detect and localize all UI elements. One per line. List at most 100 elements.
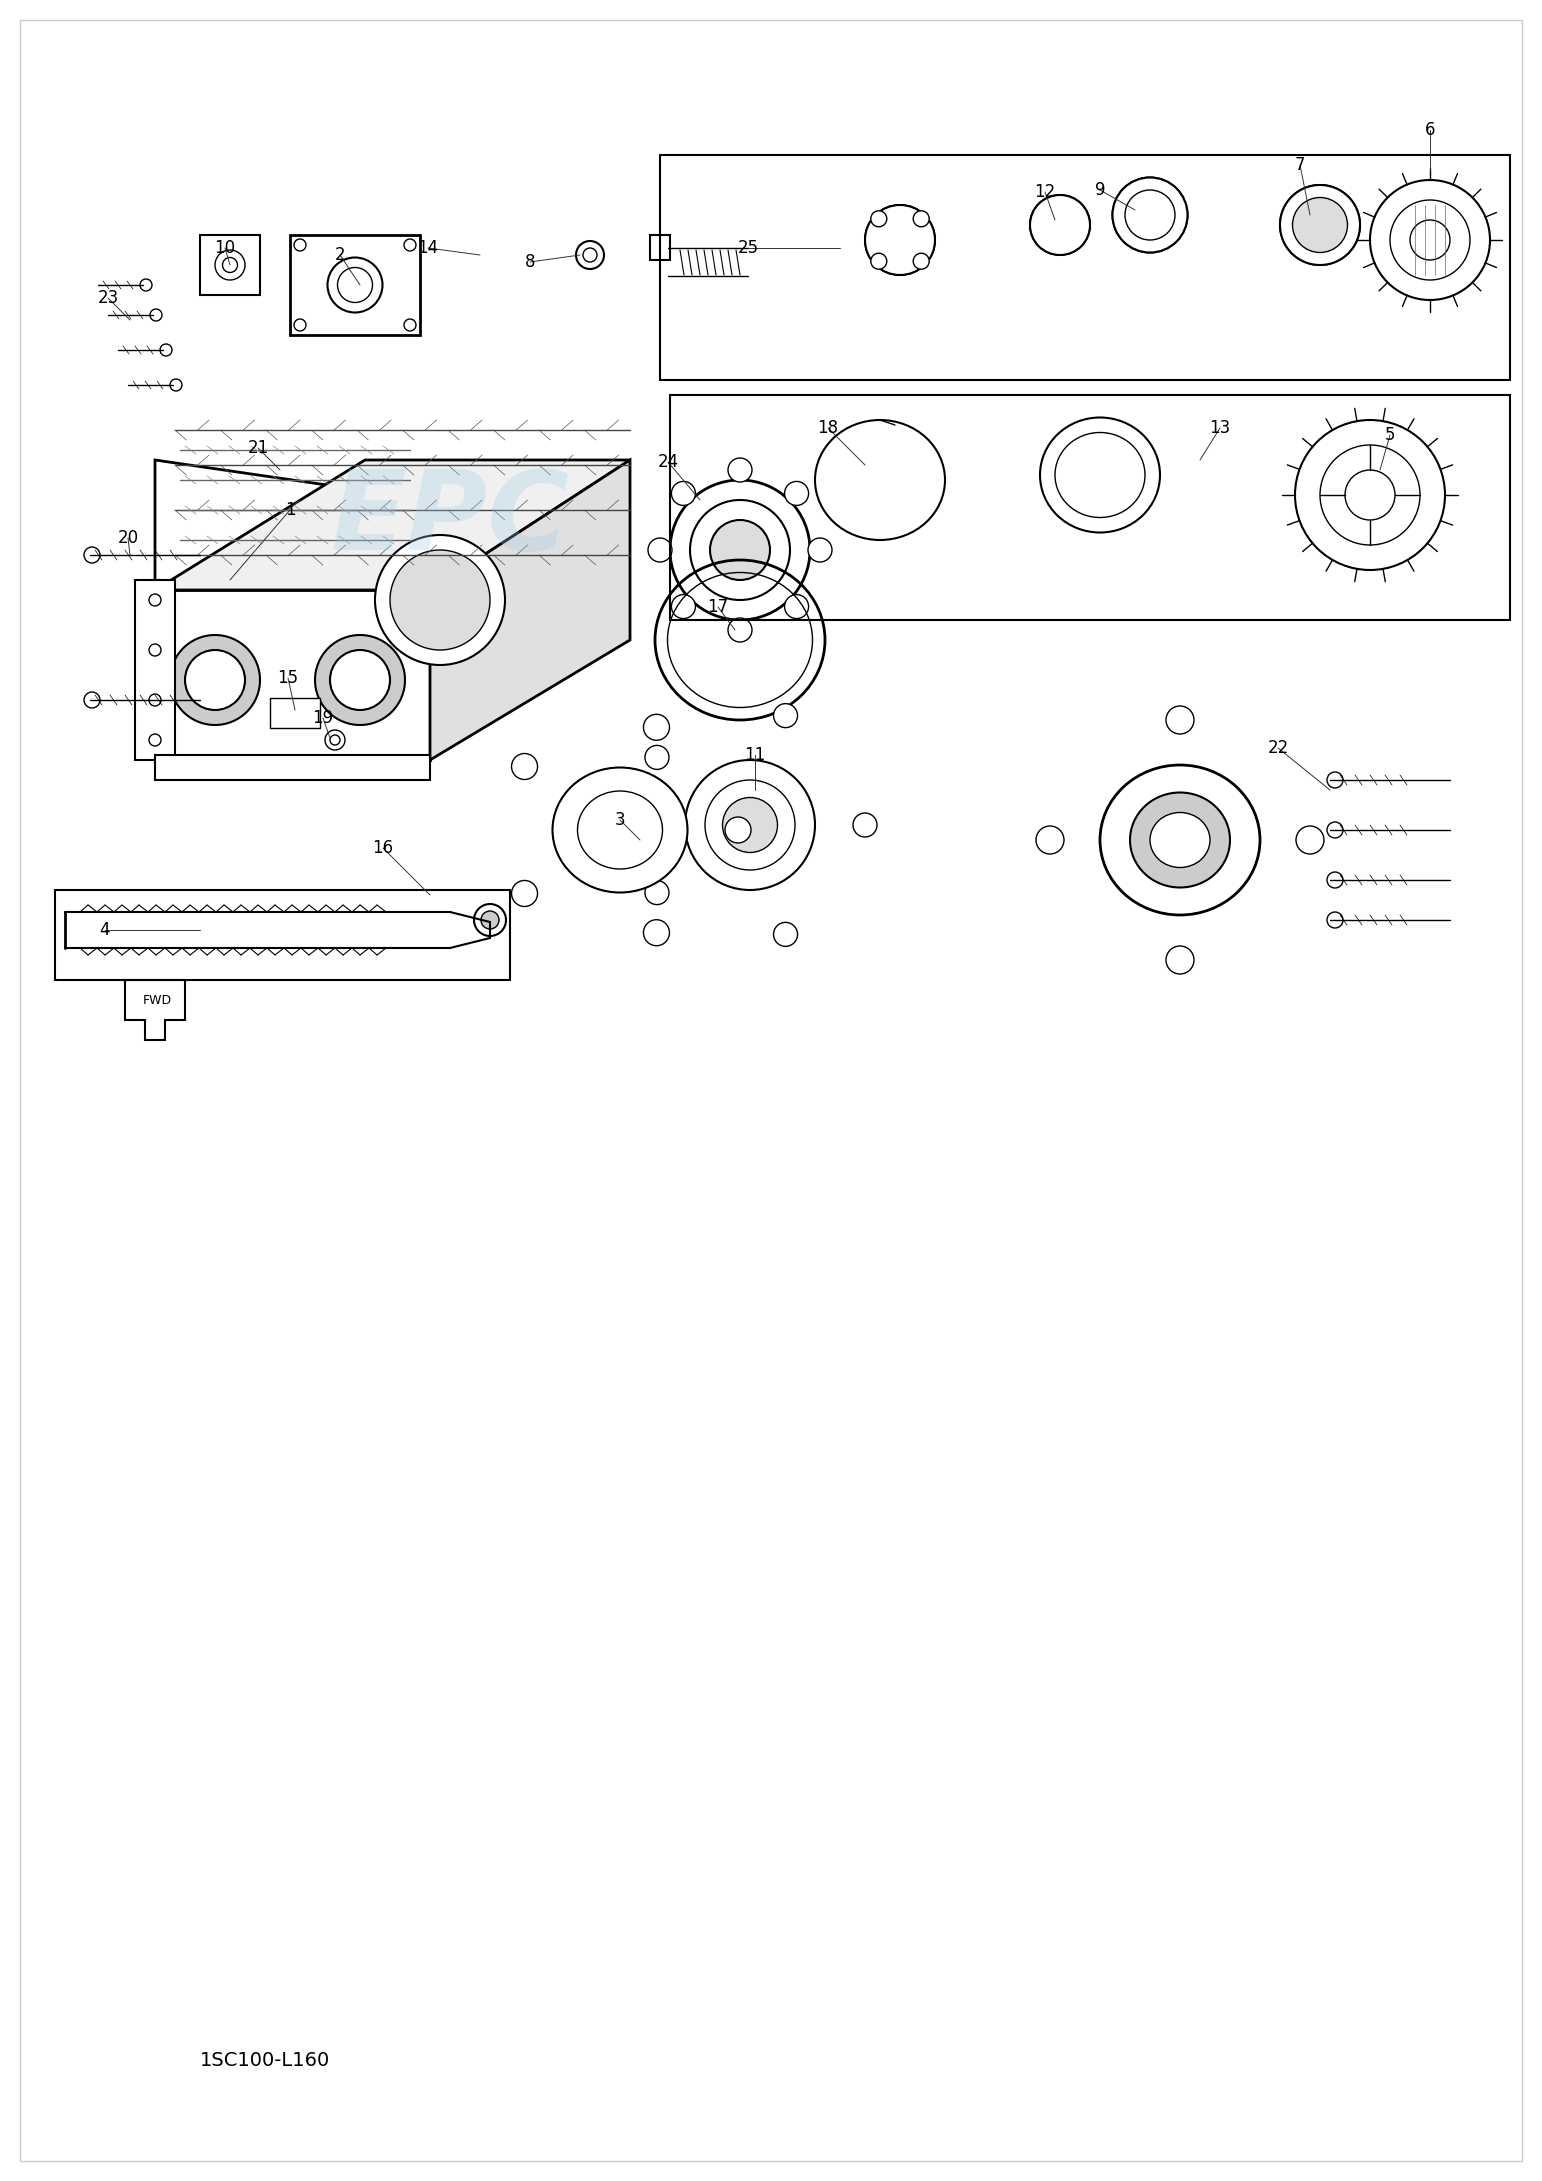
Ellipse shape [375, 534, 504, 665]
Circle shape [1328, 822, 1343, 838]
Bar [200, 236, 261, 294]
Circle shape [512, 881, 538, 907]
Text: 6: 6 [1425, 120, 1436, 140]
Circle shape [728, 617, 752, 641]
Circle shape [512, 752, 538, 779]
Circle shape [645, 746, 669, 770]
Circle shape [83, 691, 100, 709]
Circle shape [1295, 827, 1325, 855]
Circle shape [671, 595, 695, 619]
Text: 1: 1 [285, 502, 296, 519]
Ellipse shape [705, 781, 796, 870]
Circle shape [1166, 707, 1194, 735]
Polygon shape [430, 460, 631, 759]
Circle shape [913, 212, 930, 227]
Circle shape [1166, 947, 1194, 975]
Bar [270, 698, 321, 728]
Circle shape [808, 539, 833, 563]
Circle shape [853, 814, 877, 838]
Text: 24: 24 [657, 454, 678, 471]
Polygon shape [290, 236, 419, 336]
Circle shape [774, 704, 797, 728]
Text: 5: 5 [1385, 425, 1396, 445]
Text: 17: 17 [708, 598, 728, 615]
Circle shape [871, 253, 887, 268]
Circle shape [150, 735, 160, 746]
Circle shape [913, 253, 930, 268]
Ellipse shape [473, 903, 506, 936]
Text: 14: 14 [418, 240, 438, 257]
Circle shape [725, 818, 751, 844]
Ellipse shape [1030, 194, 1090, 255]
Text: 16: 16 [373, 840, 393, 857]
Circle shape [83, 547, 100, 563]
Circle shape [404, 318, 416, 332]
Circle shape [643, 715, 669, 739]
Ellipse shape [1150, 814, 1210, 868]
Ellipse shape [1130, 792, 1231, 888]
Polygon shape [156, 460, 430, 759]
Text: 20: 20 [117, 530, 139, 547]
Text: 12: 12 [1035, 183, 1056, 201]
Ellipse shape [325, 731, 345, 750]
Text: 8: 8 [524, 253, 535, 270]
Circle shape [1328, 912, 1343, 927]
Circle shape [648, 539, 672, 563]
Circle shape [643, 920, 669, 947]
Circle shape [404, 240, 416, 251]
Text: 25: 25 [737, 240, 759, 257]
Circle shape [871, 212, 887, 227]
Text: 3: 3 [615, 811, 626, 829]
Circle shape [150, 310, 162, 321]
Polygon shape [125, 979, 185, 1040]
Ellipse shape [671, 480, 810, 619]
Text: FWD: FWD [142, 995, 171, 1005]
Text: 13: 13 [1209, 419, 1231, 436]
Circle shape [150, 593, 160, 606]
Text: 10: 10 [214, 240, 236, 257]
Ellipse shape [1099, 766, 1260, 916]
Ellipse shape [185, 650, 245, 711]
Ellipse shape [578, 792, 663, 868]
Polygon shape [156, 460, 631, 591]
Circle shape [1328, 772, 1343, 787]
Ellipse shape [330, 650, 390, 711]
Ellipse shape [1126, 190, 1175, 240]
Polygon shape [156, 591, 430, 759]
Text: 2: 2 [335, 246, 345, 264]
Text: 18: 18 [817, 419, 839, 436]
Ellipse shape [723, 798, 777, 853]
Ellipse shape [390, 550, 490, 650]
Ellipse shape [709, 519, 769, 580]
Circle shape [295, 318, 305, 332]
Text: 23: 23 [97, 290, 119, 308]
Circle shape [1328, 872, 1343, 888]
Bar [651, 236, 671, 260]
Ellipse shape [865, 205, 934, 275]
Polygon shape [136, 580, 174, 759]
Text: 9: 9 [1095, 181, 1106, 198]
Ellipse shape [1292, 198, 1348, 253]
Ellipse shape [685, 759, 816, 890]
Text: EPC: EPC [330, 467, 569, 574]
Text: 21: 21 [247, 438, 268, 458]
Ellipse shape [552, 768, 688, 892]
Text: 1SC100-L160: 1SC100-L160 [200, 2050, 330, 2070]
Polygon shape [156, 755, 430, 781]
Text: 22: 22 [1268, 739, 1289, 757]
Circle shape [170, 379, 182, 390]
Ellipse shape [1112, 177, 1187, 253]
Circle shape [1036, 827, 1064, 855]
Ellipse shape [481, 912, 500, 929]
Circle shape [785, 595, 808, 619]
Ellipse shape [315, 635, 406, 724]
Ellipse shape [1280, 185, 1360, 266]
Circle shape [774, 923, 797, 947]
Circle shape [150, 694, 160, 707]
Text: 7: 7 [1295, 157, 1305, 174]
Circle shape [785, 482, 808, 506]
Ellipse shape [170, 635, 261, 724]
Text: 19: 19 [313, 709, 333, 726]
Text: 4: 4 [100, 920, 109, 940]
Circle shape [160, 345, 173, 356]
